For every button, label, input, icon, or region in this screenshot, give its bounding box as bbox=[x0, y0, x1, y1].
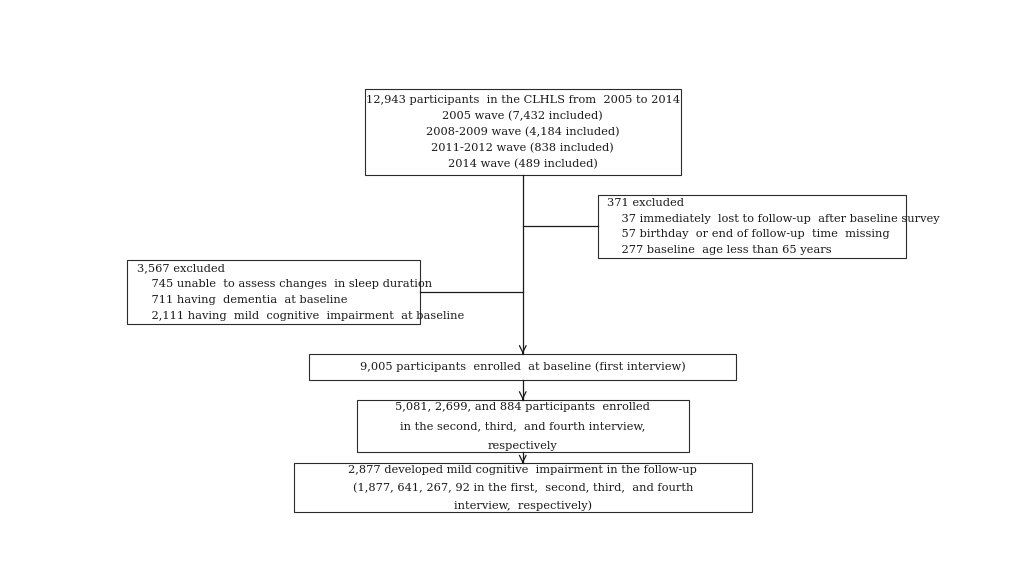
Text: 2014 wave (489 included): 2014 wave (489 included) bbox=[447, 158, 597, 169]
Text: 2008-2009 wave (4,184 included): 2008-2009 wave (4,184 included) bbox=[426, 127, 619, 137]
Text: in the second, third,  and fourth interview,: in the second, third, and fourth intervi… bbox=[399, 421, 645, 431]
Text: 2005 wave (7,432 included): 2005 wave (7,432 included) bbox=[442, 111, 602, 121]
Text: 5,081, 2,699, and 884 participants  enrolled: 5,081, 2,699, and 884 participants enrol… bbox=[395, 402, 649, 412]
Text: 745 unable  to assess changes  in sleep duration: 745 unable to assess changes in sleep du… bbox=[137, 279, 432, 290]
Text: 371 excluded: 371 excluded bbox=[606, 198, 684, 208]
Text: 2,111 having  mild  cognitive  impairment  at baseline: 2,111 having mild cognitive impairment a… bbox=[137, 311, 464, 321]
FancyBboxPatch shape bbox=[357, 400, 688, 453]
Text: 37 immediately  lost to follow-up  after baseline survey: 37 immediately lost to follow-up after b… bbox=[606, 214, 940, 223]
Text: 3,567 excluded: 3,567 excluded bbox=[137, 264, 224, 274]
Text: 277 baseline  age less than 65 years: 277 baseline age less than 65 years bbox=[606, 245, 832, 255]
Text: 12,943 participants  in the CLHLS from  2005 to 2014: 12,943 participants in the CLHLS from 20… bbox=[366, 95, 679, 105]
Text: 57 birthday  or end of follow-up  time  missing: 57 birthday or end of follow-up time mis… bbox=[606, 229, 890, 239]
Text: 711 having  dementia  at baseline: 711 having dementia at baseline bbox=[137, 295, 347, 305]
FancyBboxPatch shape bbox=[597, 194, 905, 258]
FancyBboxPatch shape bbox=[293, 463, 751, 512]
Text: (1,877, 641, 267, 92 in the first,  second, third,  and fourth: (1,877, 641, 267, 92 in the first, secon… bbox=[353, 482, 692, 492]
FancyBboxPatch shape bbox=[127, 260, 420, 324]
FancyBboxPatch shape bbox=[309, 353, 736, 380]
Text: respectively: respectively bbox=[487, 441, 557, 451]
Text: 2011-2012 wave (838 included): 2011-2012 wave (838 included) bbox=[431, 142, 613, 153]
Text: 2,877 developed mild cognitive  impairment in the follow-up: 2,877 developed mild cognitive impairmen… bbox=[347, 465, 697, 475]
Text: 9,005 participants  enrolled  at baseline (first interview): 9,005 participants enrolled at baseline … bbox=[360, 361, 685, 372]
Text: interview,  respectively): interview, respectively) bbox=[453, 500, 591, 511]
FancyBboxPatch shape bbox=[365, 89, 681, 175]
